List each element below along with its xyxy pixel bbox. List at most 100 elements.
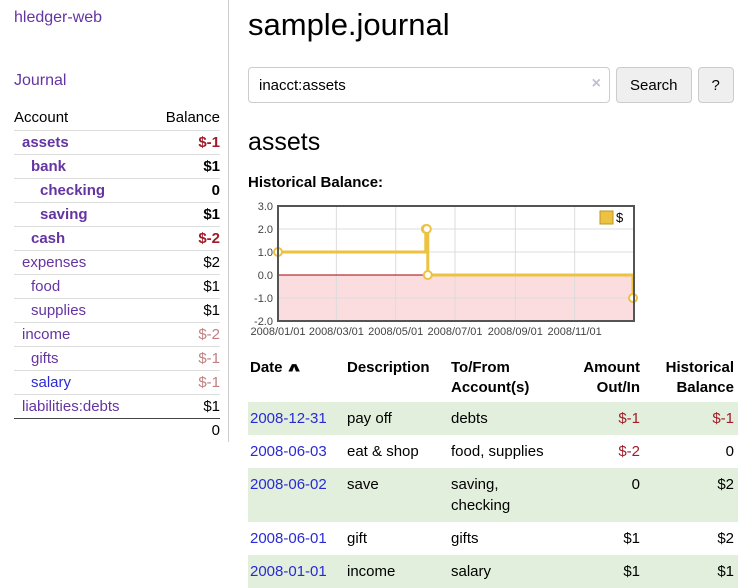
svg-text:-1.0: -1.0 bbox=[254, 293, 273, 305]
register-table: Date ∧ Description To/From Account(s) Amo… bbox=[248, 356, 738, 588]
page-title: sample.journal bbox=[248, 7, 450, 42]
transaction-date-link[interactable]: 2008-12-31 bbox=[250, 410, 327, 428]
svg-text:2008/07/01: 2008/07/01 bbox=[427, 326, 482, 338]
account-balance: $1 bbox=[203, 158, 220, 175]
transaction-amount: 0 bbox=[631, 476, 640, 494]
account-link-bank[interactable]: bank bbox=[31, 158, 67, 175]
account-row-liabilities-debts: liabilities:debts $1 bbox=[14, 394, 220, 419]
transaction-accounts: salary bbox=[451, 563, 492, 581]
chart-title: Historical Balance: bbox=[248, 174, 384, 192]
register-row: 2008-06-02 save saving, checking 0 $2 bbox=[248, 468, 738, 523]
account-link-expenses[interactable]: expenses bbox=[22, 254, 87, 271]
transaction-description: eat & shop bbox=[347, 443, 419, 461]
account-balance: $1 bbox=[203, 206, 220, 223]
search-form: × Search ? bbox=[248, 67, 742, 104]
transaction-balance: 0 bbox=[725, 443, 734, 461]
svg-text:2008/01/01: 2008/01/01 bbox=[250, 326, 305, 338]
transaction-description: pay off bbox=[347, 410, 392, 428]
transaction-accounts: food, supplies bbox=[451, 443, 544, 461]
register-row: 2008-01-01 income salary $1 $1 bbox=[248, 555, 738, 588]
historical-balance-chart: 2008/01/01 2008/03/01 2008/05/01 2008/07/01… bbox=[250, 201, 639, 338]
transaction-date-link[interactable]: 2008-06-03 bbox=[250, 443, 327, 461]
account-row-assets: assets $-1 bbox=[14, 130, 220, 155]
transaction-date-link[interactable]: 2008-06-01 bbox=[250, 530, 327, 548]
svg-text:-2.0: -2.0 bbox=[254, 316, 273, 328]
sidebar-item-journal[interactable]: Journal bbox=[14, 72, 67, 89]
accounts-total-row: 0 bbox=[14, 418, 220, 443]
account-link-food[interactable]: food bbox=[31, 278, 61, 295]
account-balance: $-1 bbox=[198, 350, 220, 367]
transaction-amount: $-1 bbox=[618, 410, 640, 428]
transaction-amount: $1 bbox=[623, 530, 640, 548]
svg-text:2008/11/01: 2008/11/01 bbox=[548, 326, 602, 338]
account-balance: $-2 bbox=[198, 326, 220, 343]
account-heading: assets bbox=[248, 128, 321, 157]
accounts-table: Account Balance assets $-1 bank $1 check… bbox=[14, 106, 220, 442]
account-balance: $1 bbox=[203, 278, 220, 295]
transaction-accounts: gifts bbox=[451, 530, 479, 548]
transaction-description: save bbox=[347, 476, 379, 494]
account-row-food: food $1 bbox=[14, 274, 220, 299]
account-row-cash: cash $-2 bbox=[14, 226, 220, 251]
chart-container: 2008/01/01 2008/03/01 2008/05/01 2008/07/01… bbox=[248, 199, 742, 341]
account-link-salary[interactable]: salary bbox=[31, 374, 72, 391]
account-balance: $-1 bbox=[198, 374, 220, 391]
transaction-amount: $-2 bbox=[618, 443, 640, 461]
svg-text:2008/03/01: 2008/03/01 bbox=[309, 326, 364, 338]
accounts-total-value: 0 bbox=[211, 422, 220, 439]
transaction-date-link[interactable]: 2008-06-02 bbox=[250, 476, 327, 494]
help-button[interactable]: ? bbox=[697, 67, 734, 104]
account-balance: $2 bbox=[203, 254, 220, 271]
svg-text:1.0: 1.0 bbox=[258, 247, 273, 259]
account-link-checking[interactable]: checking bbox=[40, 182, 106, 199]
register-row: 2008-06-01 gift gifts $1 $2 bbox=[248, 522, 738, 555]
balance-column-header: Balance bbox=[165, 109, 220, 126]
account-link-cash[interactable]: cash bbox=[31, 230, 66, 247]
clear-search-icon[interactable]: × bbox=[591, 75, 601, 93]
account-column-header: Account bbox=[14, 109, 69, 126]
balance-column-header: Historical Balance bbox=[665, 359, 734, 396]
account-link-income[interactable]: income bbox=[22, 326, 71, 343]
account-row-gifts: gifts $-1 bbox=[14, 346, 220, 371]
account-row-saving: saving $1 bbox=[14, 202, 220, 227]
transaction-balance: $2 bbox=[717, 530, 734, 548]
account-link-assets[interactable]: assets bbox=[22, 134, 69, 151]
sidebar: hledger-web Journal Account Balance asse… bbox=[0, 0, 229, 442]
transaction-accounts: debts bbox=[451, 410, 488, 428]
svg-text:2008/09/01: 2008/09/01 bbox=[488, 326, 543, 338]
app-brand-link[interactable]: hledger-web bbox=[14, 9, 103, 26]
transaction-balance: $-1 bbox=[712, 410, 734, 428]
transaction-accounts: saving, checking bbox=[451, 476, 511, 515]
account-row-salary: salary $-1 bbox=[14, 370, 220, 395]
search-button[interactable]: Search bbox=[616, 67, 692, 104]
transaction-amount: $1 bbox=[623, 563, 640, 581]
account-link-saving[interactable]: saving bbox=[40, 206, 88, 223]
account-link-liabilities-debts[interactable]: liabilities:debts bbox=[22, 398, 120, 415]
account-row-bank: bank $1 bbox=[14, 154, 220, 179]
svg-text:$: $ bbox=[616, 210, 624, 225]
account-link-supplies[interactable]: supplies bbox=[31, 302, 87, 319]
transaction-date-link[interactable]: 2008-01-01 bbox=[250, 563, 327, 581]
svg-text:3.0: 3.0 bbox=[258, 201, 273, 213]
description-column-header: Description bbox=[347, 359, 430, 377]
transaction-balance: $2 bbox=[717, 476, 734, 494]
sort-ascending-icon: ∧ bbox=[284, 360, 303, 375]
account-link-gifts[interactable]: gifts bbox=[31, 350, 59, 367]
date-column-header[interactable]: Date ∧ bbox=[250, 359, 303, 377]
transaction-balance: $1 bbox=[717, 563, 734, 581]
search-input[interactable] bbox=[248, 67, 610, 104]
register-row: 2008-06-03 eat & shop food, supplies $-2… bbox=[248, 435, 738, 468]
amount-column-header: Amount Out/In bbox=[583, 359, 640, 396]
svg-text:2008/05/01: 2008/05/01 bbox=[368, 326, 423, 338]
svg-text:2.0: 2.0 bbox=[258, 224, 273, 236]
main-content: sample.journal × Search ? assets Histori… bbox=[248, 0, 742, 588]
svg-text:0.0: 0.0 bbox=[258, 270, 273, 282]
account-balance: $-1 bbox=[198, 134, 220, 151]
account-row-income: income $-2 bbox=[14, 322, 220, 347]
account-row-expenses: expenses $2 bbox=[14, 250, 220, 275]
account-balance: $1 bbox=[203, 398, 220, 415]
transaction-description: income bbox=[347, 563, 396, 581]
account-row-checking: checking 0 bbox=[14, 178, 220, 203]
account-row-supplies: supplies $1 bbox=[14, 298, 220, 323]
account-balance: $-2 bbox=[198, 230, 220, 247]
